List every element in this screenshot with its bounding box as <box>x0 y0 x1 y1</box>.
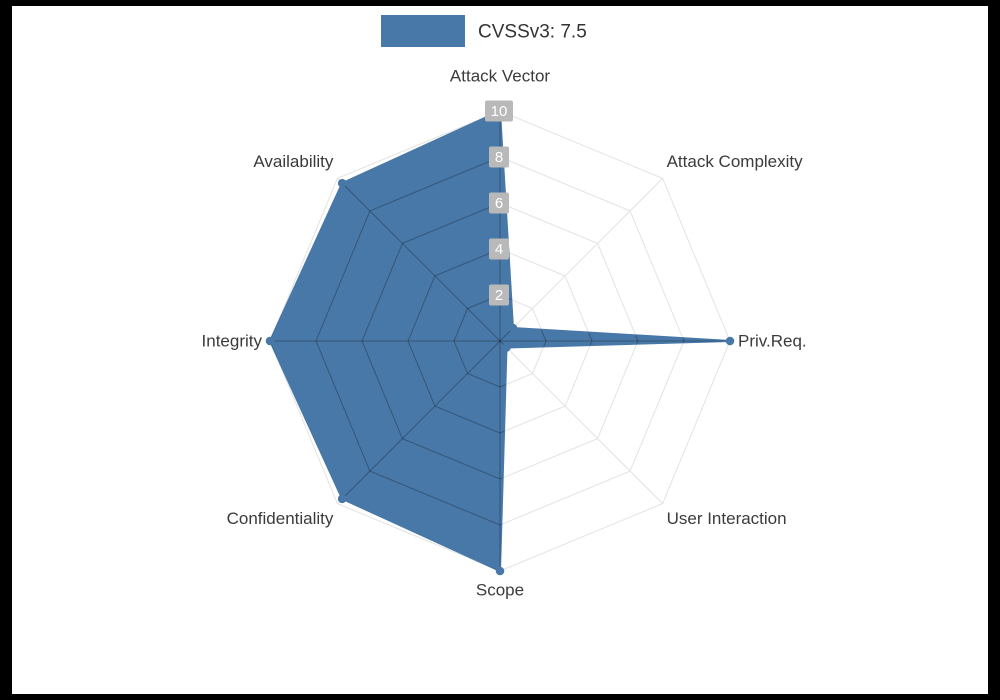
tick-box <box>489 192 509 214</box>
vertex-dot <box>495 566 505 576</box>
tick-box <box>485 100 513 122</box>
legend-label[interactable]: CVSSv3: 7.5 <box>478 22 587 43</box>
axis-label-availability: Availability <box>253 152 334 171</box>
axis-label-confidentiality: Confidentiality <box>227 509 334 528</box>
vertex-dot <box>265 336 275 346</box>
axis-spoke <box>499 340 663 504</box>
axis-spoke-inner <box>337 178 501 342</box>
tick-box <box>489 238 509 260</box>
axis-spoke-inner <box>337 340 501 504</box>
axis-label-integrity: Integrity <box>202 332 263 351</box>
radar-tick-labels: 2 4 6 8 10 <box>485 100 513 306</box>
vertex-dot <box>337 494 347 504</box>
axis-spoke <box>499 178 663 342</box>
vertex-dot <box>508 323 518 333</box>
tick-box <box>489 284 509 306</box>
vertex-dot <box>337 178 347 188</box>
tick-label: 6 <box>495 195 503 212</box>
tick-label: 4 <box>495 241 503 258</box>
tick-label: 8 <box>495 149 503 166</box>
legend[interactable]: CVSSv3: 7.5 <box>381 15 587 47</box>
axis-label-attack-complexity: Attack Complexity <box>667 152 804 171</box>
radar-vertex-markers <box>265 106 735 576</box>
axis-label-scope: Scope <box>476 581 524 600</box>
tick-box <box>489 146 509 168</box>
radar-axis-labels: Attack Vector Attack Complexity Priv.Req. U… <box>202 67 807 600</box>
tick-label: 2 <box>495 287 503 304</box>
legend-swatch[interactable] <box>381 15 465 47</box>
vertex-dot <box>502 343 511 352</box>
axis-label-user-interaction: User Interaction <box>667 509 787 528</box>
vertex-dot <box>725 336 735 346</box>
axis-label-attack-vector: Attack Vector <box>450 67 550 86</box>
tick-label: 10 <box>491 103 508 120</box>
axis-label-priv-req: Priv.Req. <box>738 332 807 351</box>
